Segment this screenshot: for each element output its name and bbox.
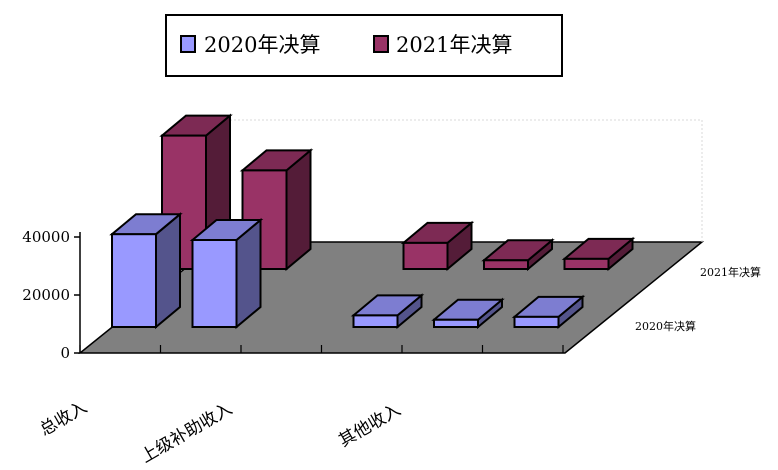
series-axis-label-2021: 2021年决算 (700, 265, 761, 279)
category-label-total: 总收入 (37, 398, 91, 441)
bars (109, 113, 636, 330)
y-tick-label: 20000 (22, 286, 70, 304)
category-label-subsidy: 上级补助收入 (138, 399, 236, 467)
bar-2020-cat-3 (350, 293, 425, 330)
legend-label-2020: 2020年决算 (204, 33, 320, 57)
bar-2020-cat-0 (109, 212, 183, 330)
series-axis-label-2020: 2020年决算 (635, 319, 696, 333)
bar-2021-cat-3 (400, 220, 475, 272)
legend-box (165, 14, 563, 77)
category-label-other: 其他收入 (336, 400, 405, 451)
y-tick-label: 0 (60, 344, 70, 362)
bar-2021-cat-4 (481, 238, 555, 272)
bar-2020-cat-4 (431, 297, 505, 330)
legend-swatch-2021 (373, 35, 389, 53)
legend-label-2021: 2021年决算 (396, 33, 512, 57)
bar-2021-cat-1 (239, 148, 314, 272)
x-ticks (79, 345, 564, 353)
legend: 2020年决算 2021年决算 (165, 14, 563, 77)
category-labels: 总收入 上级补助收入 其他收入 (37, 398, 405, 468)
legend-swatch-2020 (180, 35, 196, 53)
bar-2020-cat-1 (189, 217, 264, 330)
bar-2021-cat-5 (561, 236, 636, 272)
y-tick-label: 40000 (22, 228, 70, 246)
plot-area: 0 20000 40000 2021年决算 2020年决算 (22, 113, 761, 362)
y-ticks: 0 20000 40000 (22, 228, 80, 362)
bar-2020-cat-5 (511, 294, 586, 330)
